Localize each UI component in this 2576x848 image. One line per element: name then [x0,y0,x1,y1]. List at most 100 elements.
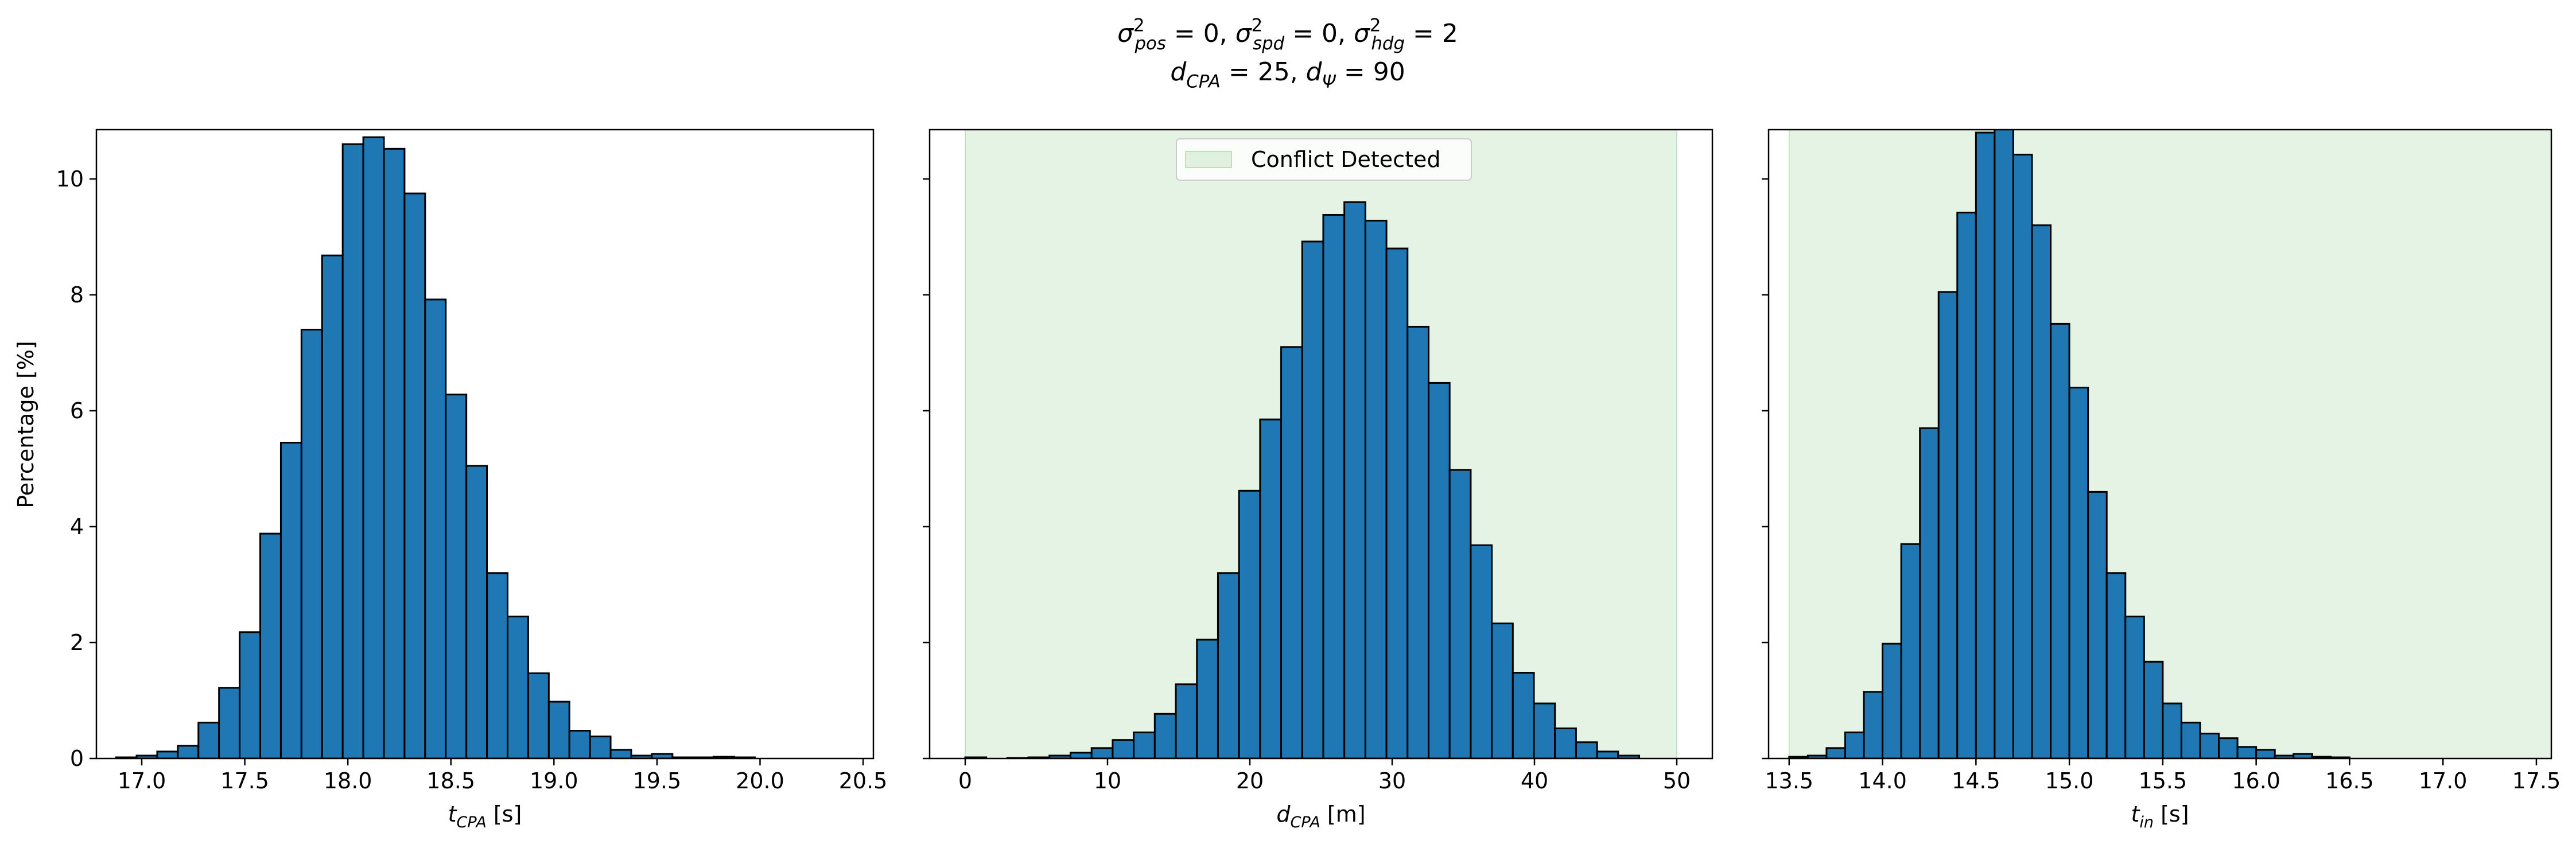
legend-label: Conflict Detected [1251,147,1440,172]
histogram-bar [1470,544,1493,758]
x-tick-label: 20.0 [736,768,784,793]
panels: 17.0 17.5 18.0 18.5 19.0 19.5 20.0 20.5 0 2 4 6 8 10 t… [56,129,2561,831]
histogram-bar [403,192,426,758]
histogram-bar [547,701,570,758]
x-axis-label: tCPA [s] [448,802,522,831]
histogram-bar [2050,322,2070,758]
title-line-1: σ2 pos = 0, σ2 spd = 0, σ2 hdg = 2 [1117,15,1458,55]
x-axis-label: tin [s] [2131,802,2189,831]
histogram-bars [115,136,756,758]
histogram-bar [239,631,262,758]
histogram-bar [1259,418,1283,758]
histogram-bar [486,572,509,758]
histogram-bar [1956,211,1977,758]
histogram-bar [2255,749,2276,758]
x-tick-label: 15.5 [2139,768,2188,793]
x-tick-label: 17.0 [118,768,166,793]
histogram-bar [2031,224,2052,758]
x-tick-label: 14.0 [1858,768,1907,793]
histogram-bar [2012,153,2033,758]
axes-frame [928,129,1714,760]
axes-frame [1767,129,2552,760]
histogram-bar [1322,213,1346,758]
histogram-bar [1575,741,1598,758]
x-tick-label: 10 [1094,768,1121,793]
legend-box [1176,138,1472,181]
y-tick-label: 2 [70,630,84,655]
histogram-bar [507,616,529,758]
histogram-bar [2180,721,2201,758]
histogram-bar [2087,491,2108,758]
y-tick-label: 4 [70,514,84,539]
histogram-bar [383,147,406,758]
histogram-bar [1196,639,1219,758]
histogram-bar [2068,387,2089,758]
histogram-bar [1153,713,1177,758]
histogram-bar [2105,572,2127,758]
x-tick-label: 16.0 [2232,768,2280,793]
x-tick-label: 50 [1663,768,1691,793]
histogram-bar [156,750,179,758]
histogram-bars [1788,130,2350,758]
x-tick-label: 17.0 [2419,768,2468,793]
histogram-bar [651,753,674,758]
histogram-bar [1385,247,1409,758]
histogram-bar [1364,220,1388,758]
histogram-bar [2124,616,2145,758]
histogram-bar [1217,572,1240,758]
histogram-bar [1919,427,1940,758]
y-axis-label: Percentage [%] [13,341,38,508]
x-tick-label: 19.0 [530,768,578,793]
x-tick-label: 30 [1378,768,1406,793]
histogram-bar [1090,747,1114,758]
histogram-bar [1427,382,1451,758]
x-tick-label: 40 [1521,768,1548,793]
histogram-bar [424,298,447,758]
histogram-bar [1343,201,1366,758]
histogram-bar [321,254,344,758]
histogram-bar [1070,752,1093,758]
x-axis-label: dCPA [m] [1276,802,1365,831]
x-tick-label: 17.5 [2512,768,2561,793]
x-tick-label: 18.0 [324,768,372,793]
histogram-bars [964,201,1641,758]
histogram-bar [1882,643,1902,758]
histogram-bar [1238,489,1261,758]
histogram-bar [1994,130,2014,758]
histogram-bar [465,465,488,758]
x-tick-label: 0 [958,768,972,793]
x-tick-label: 18.5 [426,768,475,793]
histogram-bar [1491,623,1514,758]
histogram-bar [2199,733,2220,758]
x-tick-label: 14.5 [1952,768,2000,793]
histogram-bar [1863,691,1884,758]
y-axis-label-group: Percentage [%] [13,341,38,508]
y-tick-label: 6 [70,398,84,423]
x-tick-label: 16.5 [2325,768,2374,793]
y-tick-label: 10 [56,166,84,192]
histogram-bar [1406,325,1429,758]
x-tick-label: 20.5 [839,768,888,793]
histogram-bar [1448,469,1472,758]
histogram-bar [1554,727,1577,758]
histogram-bar [1825,747,1846,758]
histogram-bar [1280,346,1303,758]
y-tick-label: 0 [70,746,84,771]
histogram-bar [1175,683,1198,758]
panel-dcpa-histogram: 0 10 20 30 40 50 dCPA [m] Conflict Detected [923,129,1714,831]
histogram-bar [527,672,550,758]
histogram-bar [2143,660,2164,758]
x-tick-label: 13.5 [1765,768,1814,793]
histogram-bar [568,730,591,758]
histogram-bar [1512,671,1535,758]
histogram-bar [1844,732,1865,758]
histogram-bar [1133,732,1156,758]
panel-tcpa-histogram: 17.0 17.5 18.0 18.5 19.0 19.5 20.0 20.5 0 2 4 6 8 10 t… [56,129,888,831]
histogram-bar [609,749,632,758]
axes-frame [95,129,875,760]
histogram-bar [362,136,385,758]
histogram-bar [1975,131,1996,758]
panel-tin-histogram: 13.5 14.0 14.5 15.0 15.5 16.0 16.5 17.0 17.5 tin … [1762,129,2561,831]
